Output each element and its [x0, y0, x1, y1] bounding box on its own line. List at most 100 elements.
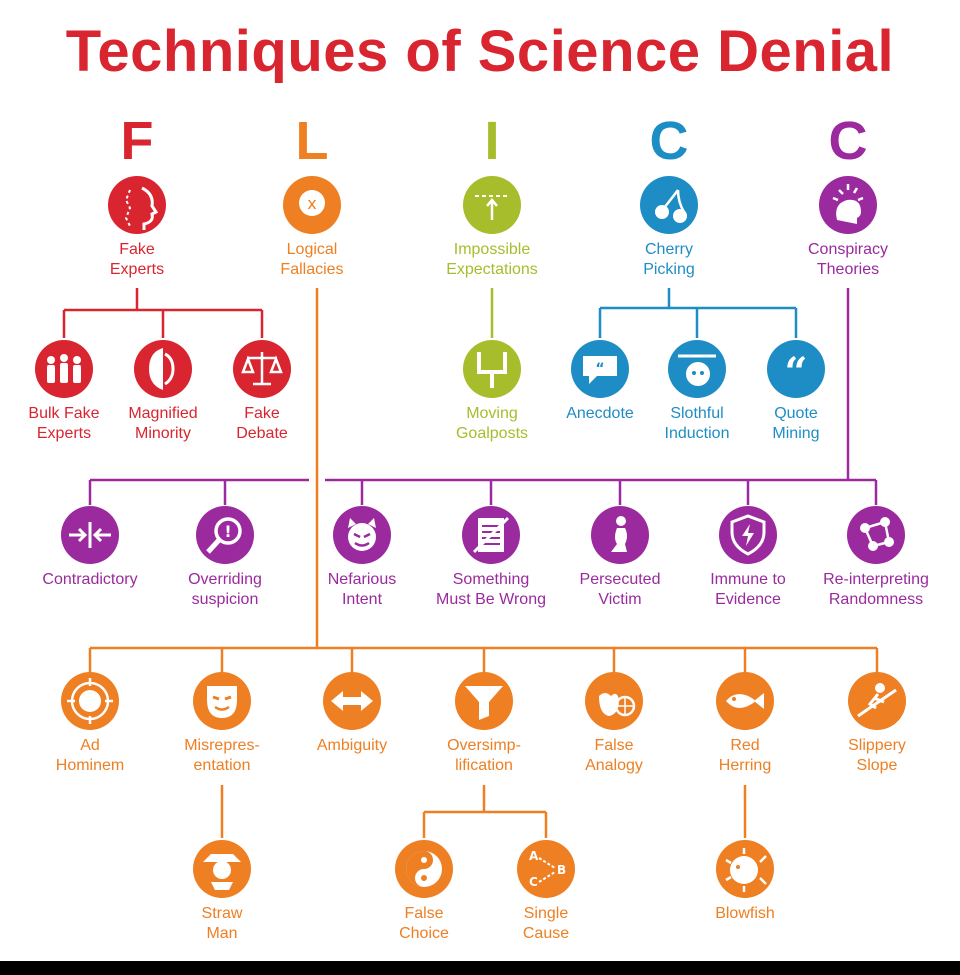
technique-slippery-slope: Slippery Slope [807, 672, 947, 776]
fish-icon [716, 672, 774, 730]
technique-label: Conspiracy Theories [807, 241, 889, 278]
technique-label: Red Herring [718, 737, 772, 774]
acronym-letter: F [120, 111, 154, 171]
technique-label: Nefarious Intent [327, 571, 397, 608]
svg-text:C: C [529, 875, 538, 889]
bar-arrow-icon [463, 176, 521, 234]
technique-label: Fake Debate [236, 405, 288, 442]
technique-ad-hominem: Ad Hominem [20, 672, 160, 776]
technique-label: False Analogy [585, 737, 643, 774]
technique-label: Moving Goalposts [455, 405, 529, 442]
target-head-icon [61, 672, 119, 730]
funnel-icon [455, 672, 513, 730]
technique-label: Re-interpreting Randomness [823, 571, 929, 608]
svg-text:!: ! [224, 522, 231, 541]
magnifier-icon: ! [196, 506, 254, 564]
double-arrow-icon [323, 672, 381, 730]
apple-orange-icon [585, 672, 643, 730]
technique-red-herring: Red Herring [675, 672, 815, 776]
technique-label: False Choice [399, 905, 449, 942]
svg-text:x: x [307, 194, 316, 213]
technique-label: Slippery Slope [848, 737, 906, 774]
profile-icon [108, 176, 166, 234]
abc-arrows-icon: A B C [517, 840, 575, 898]
technique-overriding-suspicion: ! Overriding suspicion [155, 506, 295, 610]
technique-conspiracy-theories: Conspiracy Theories [778, 176, 918, 280]
technique-slothful-induction: Slothful Induction [627, 340, 767, 444]
technique-false-choice: False Choice [354, 840, 494, 944]
technique-moving-goalposts: Moving Goalposts [422, 340, 562, 444]
technique-label: Quote Mining [772, 405, 820, 442]
technique-immune-to-evidence: Immune to Evidence [678, 506, 818, 610]
technique-label: Immune to Evidence [710, 571, 786, 608]
technique-blowfish: Blowfish [675, 840, 815, 924]
technique-misrepresentation: Misrepres- entation [152, 672, 292, 776]
blowfish-icon [716, 840, 774, 898]
sloth-icon [668, 340, 726, 398]
cherries-icon [640, 176, 698, 234]
technique-label: Something Must Be Wrong [436, 571, 546, 608]
svg-text:“: “ [595, 361, 604, 377]
technique-magnified-minority: Magnified Minority [93, 340, 233, 444]
technique-straw-man: Straw Man [152, 840, 292, 944]
technique-logical-fallacies: x Logical Fallacies [242, 176, 382, 280]
technique-fake-experts: Fake Experts [67, 176, 207, 280]
technique-re-interpreting-randomness: Re-interpreting Randomness [806, 506, 946, 610]
technique-label: Overriding suspicion [188, 571, 262, 608]
goalpost-icon [463, 340, 521, 398]
technique-nefarious-intent: Nefarious Intent [292, 506, 432, 610]
svg-text:“: “ [784, 349, 807, 396]
kneeling-person-icon [591, 506, 649, 564]
technique-label: Impossible Expectations [446, 241, 538, 278]
crowd-icon [35, 340, 93, 398]
technique-label: Persecuted Victim [579, 571, 661, 608]
technique-label: Blowfish [715, 905, 775, 922]
technique-label: Bulk Fake Experts [28, 405, 100, 442]
technique-label: Fake Experts [109, 241, 165, 278]
technique-label: Misrepres- entation [184, 737, 260, 774]
devil-icon [333, 506, 391, 564]
scales-icon [233, 340, 291, 398]
technique-label: Slothful Induction [664, 405, 730, 442]
technique-anecdote: “ Anecdote [530, 340, 670, 424]
head-sparks-icon [819, 176, 877, 234]
sliding-person-icon [848, 672, 906, 730]
technique-label: Contradictory [42, 571, 138, 588]
page-title: Techniques of Science Denial [65, 19, 895, 84]
technique-quote-mining: “ Quote Mining [726, 340, 866, 444]
speech-bubble-icon: “ [571, 340, 629, 398]
technique-persecuted-victim: Persecuted Victim [550, 506, 690, 610]
svg-text:A: A [529, 849, 539, 863]
acronym-letter: L [295, 111, 329, 171]
network-icon [847, 506, 905, 564]
faces-icon [134, 340, 192, 398]
technique-bulk-fake-experts: Bulk Fake Experts [0, 340, 134, 444]
technique-single-cause: A B C Single Cause [476, 840, 616, 944]
technique-ambiguity: Ambiguity [282, 672, 422, 756]
question-head-icon: x [283, 176, 341, 234]
technique-label: Ambiguity [316, 737, 388, 754]
arrows-in-icon [61, 506, 119, 564]
technique-fake-debate: Fake Debate [192, 340, 332, 444]
acronym-letter: C [828, 111, 868, 171]
technique-label: Single Cause [522, 905, 570, 942]
crossed-document-icon [462, 506, 520, 564]
technique-label: Oversimp- lification [447, 737, 521, 774]
technique-something-must-be-wrong: Something Must Be Wrong [421, 506, 561, 610]
quote-marks-icon: “ [767, 340, 825, 398]
technique-impossible-expectations: Impossible Expectations [422, 176, 562, 280]
acronym-letter: I [484, 111, 500, 171]
technique-cherry-picking: Cherry Picking [599, 176, 739, 280]
svg-text:B: B [557, 863, 566, 877]
technique-label: Magnified Minority [128, 405, 198, 442]
yin-yang-icon [395, 840, 453, 898]
technique-label: Logical Fallacies [280, 241, 344, 278]
technique-oversimplification: Oversimp- lification [414, 672, 554, 776]
technique-false-analogy: False Analogy [544, 672, 684, 776]
mask-icon [193, 672, 251, 730]
technique-label: Anecdote [566, 405, 634, 422]
acronym-letter: C [649, 111, 689, 171]
technique-contradictory: Contradictory [20, 506, 160, 590]
